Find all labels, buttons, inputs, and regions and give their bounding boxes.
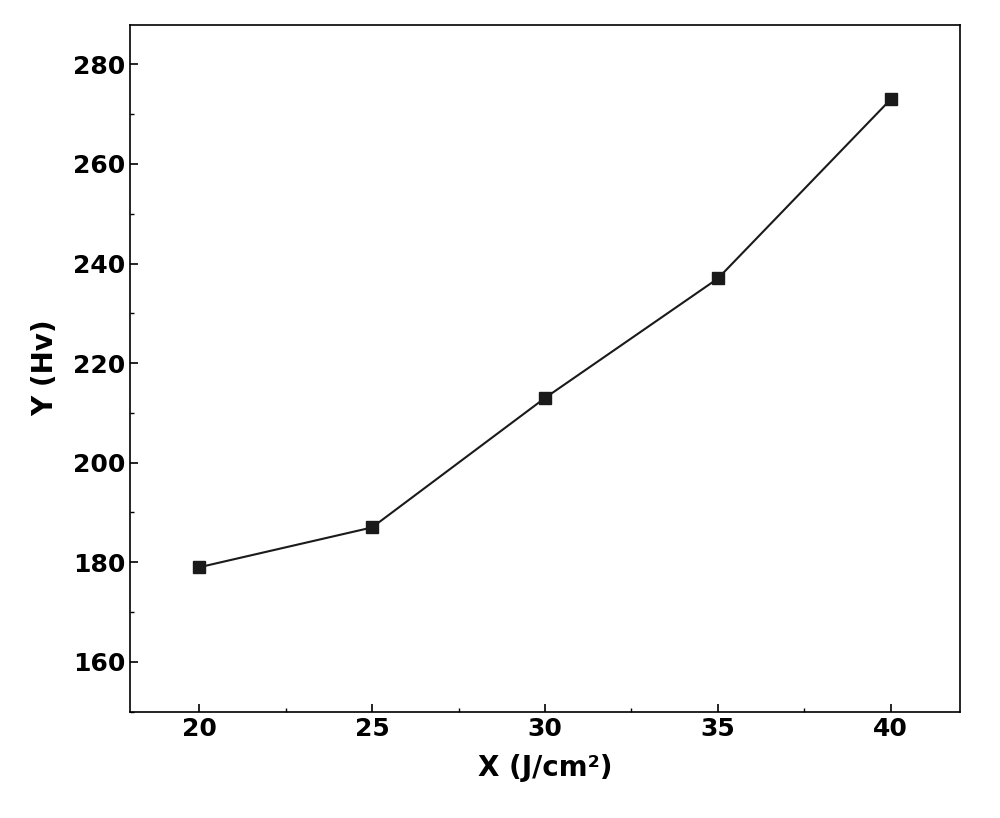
X-axis label: X (J/cm²): X (J/cm²) — [478, 754, 612, 782]
Y-axis label: Y (Hv): Y (Hv) — [31, 320, 59, 416]
